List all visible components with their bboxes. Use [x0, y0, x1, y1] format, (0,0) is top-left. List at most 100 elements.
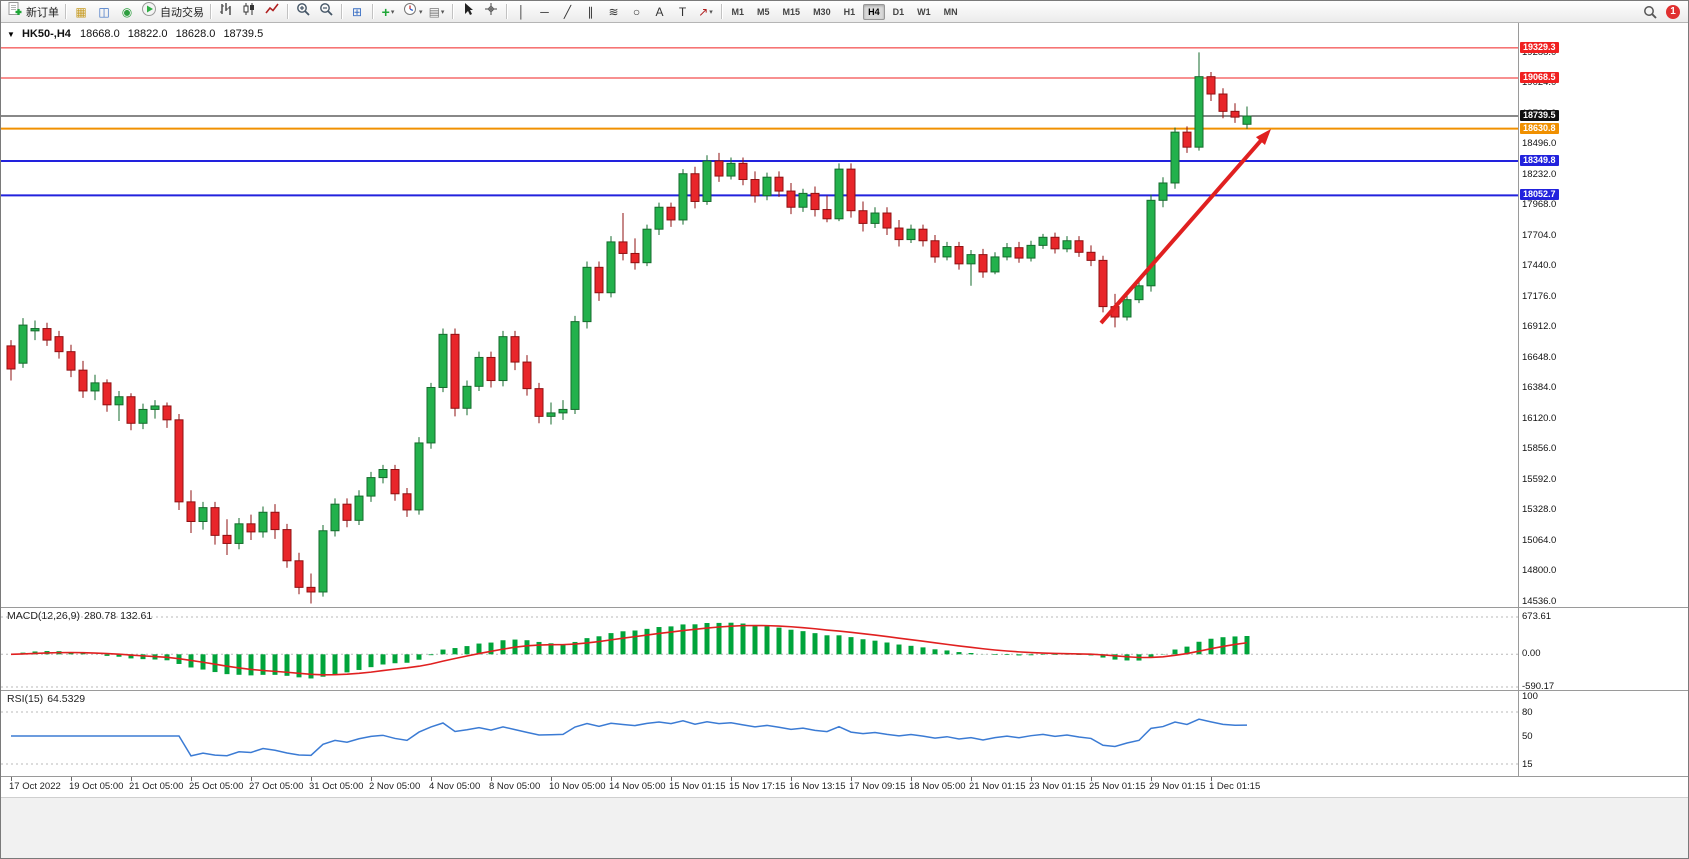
- panel-splitter[interactable]: [1, 690, 1688, 691]
- time-axis-tick: [731, 777, 732, 781]
- candle: [822, 209, 832, 220]
- candlestick-icon: [241, 1, 257, 22]
- candle: [162, 405, 172, 421]
- trend-arrow[interactable]: [1099, 136, 1265, 325]
- label-icon[interactable]: T: [672, 3, 694, 21]
- time-axis-label: 31 Oct 05:00: [309, 781, 364, 792]
- candle: [1194, 76, 1204, 148]
- candlestick-chart[interactable]: [1, 27, 1518, 607]
- candle: [198, 507, 208, 523]
- bar-low-value: 18628.0: [175, 28, 216, 40]
- time-axis-tick: [1211, 777, 1212, 781]
- new-chart-icon[interactable]: ▦: [70, 3, 92, 21]
- time-axis-label: 19 Oct 05:00: [69, 781, 124, 792]
- candle: [942, 246, 952, 258]
- candle: [618, 241, 628, 254]
- indicators-icon[interactable]: + ▾: [377, 3, 399, 21]
- search-button[interactable]: [1639, 3, 1661, 21]
- time-axis-label: 18 Nov 05:00: [909, 781, 966, 792]
- trendline-icon[interactable]: ╱: [557, 3, 579, 21]
- label-icon: T: [678, 4, 687, 19]
- price-tick-label: 15328.0: [1522, 504, 1557, 516]
- timeframe-m5[interactable]: M5: [757, 6, 770, 17]
- new-order-icon: [7, 1, 23, 22]
- candle: [42, 328, 52, 341]
- candle: [918, 228, 928, 242]
- vertical-line-icon: │: [517, 4, 526, 19]
- templates-icon[interactable]: ▤ ▾: [426, 3, 448, 21]
- fibonacci-icon[interactable]: ≋: [603, 3, 625, 21]
- cursor-icon: [460, 1, 476, 22]
- periods-icon[interactable]: ▾: [400, 3, 425, 21]
- horizontal-line-icon: ─: [540, 4, 549, 19]
- shapes-icon[interactable]: ○: [626, 3, 648, 21]
- horizontal-line-icon[interactable]: ─: [534, 3, 556, 21]
- time-axis-label: 17 Nov 09:15: [849, 781, 906, 792]
- tile-windows-icon[interactable]: ⊞: [346, 3, 368, 21]
- price-tick-label: 15592.0: [1522, 473, 1557, 485]
- autotrading-button[interactable]: 自动交易: [139, 2, 206, 21]
- timeframe-w1[interactable]: W1: [917, 6, 931, 17]
- bar-open-value: 18668.0: [79, 28, 120, 40]
- new-order-button[interactable]: 新订单: [5, 1, 61, 22]
- candle: [894, 227, 904, 241]
- candle: [486, 356, 496, 382]
- zoom-in-icon[interactable]: [292, 3, 314, 21]
- candle: [642, 228, 652, 264]
- candle: [1158, 182, 1168, 201]
- candle: [438, 333, 448, 388]
- autotrading-button-label: 自动交易: [160, 6, 204, 19]
- candlestick-icon[interactable]: [238, 3, 260, 21]
- candle: [546, 412, 556, 417]
- time-axis-label: 25 Oct 05:00: [189, 781, 244, 792]
- time-axis-label: 1 Dec 01:15: [1209, 781, 1261, 792]
- equidistant-channel-icon[interactable]: ∥: [580, 3, 602, 21]
- candle: [1206, 76, 1216, 95]
- time-axis-tick: [911, 777, 912, 781]
- toolbar-separator: [210, 4, 211, 19]
- toolbar-separator: [720, 4, 722, 19]
- macd-panel[interactable]: [1, 608, 1518, 690]
- cursor-icon[interactable]: [457, 3, 479, 21]
- fibonacci-icon: ≋: [608, 4, 619, 19]
- time-axis-label: 29 Nov 01:15: [1149, 781, 1206, 792]
- timeframe-mn[interactable]: MN: [943, 6, 958, 17]
- zoom-out-icon[interactable]: [315, 3, 337, 21]
- time-axis-label: 14 Nov 05:00: [609, 781, 666, 792]
- arrows-icon[interactable]: ↗ ▾: [695, 3, 717, 21]
- collapse-arrow-icon[interactable]: ▼: [7, 30, 15, 39]
- timeframe-m15[interactable]: M15: [782, 6, 801, 17]
- candle: [570, 321, 580, 410]
- text-icon[interactable]: A: [649, 3, 671, 21]
- candle: [858, 210, 868, 224]
- tile-windows-icon: ⊞: [351, 4, 363, 19]
- timeframe-h4[interactable]: H4: [863, 3, 885, 20]
- price-axis[interactable]: [1519, 23, 1688, 776]
- crosshair-icon[interactable]: [480, 3, 502, 21]
- profiles-icon[interactable]: ◫: [93, 3, 115, 21]
- line-chart-icon[interactable]: [261, 3, 283, 21]
- timeframe-h1[interactable]: H1: [843, 6, 856, 17]
- price-axis-border: [1518, 23, 1519, 776]
- panel-splitter[interactable]: [1, 607, 1688, 608]
- data-window-icon[interactable]: ◉: [116, 3, 138, 21]
- vertical-line-icon[interactable]: │: [511, 3, 533, 21]
- timeframe-m1[interactable]: M1: [731, 6, 745, 17]
- toolbar-separator: [505, 4, 507, 19]
- time-axis-label: 10 Nov 05:00: [549, 781, 606, 792]
- arrows-icon: ↗: [698, 4, 709, 19]
- timeframe-m30[interactable]: M30: [813, 6, 831, 17]
- notification-badge[interactable]: 1: [1666, 4, 1680, 19]
- candle: [1230, 110, 1240, 118]
- rsi-label: RSI(15) 64.5329: [7, 693, 86, 705]
- line-chart-icon: [264, 1, 280, 22]
- candle: [126, 396, 136, 424]
- timeframe-d1[interactable]: D1: [892, 6, 905, 17]
- candle: [990, 256, 1000, 273]
- price-tick-label: 14800.0: [1522, 565, 1557, 577]
- bar-chart-icon[interactable]: [215, 3, 237, 21]
- candle: [906, 228, 916, 241]
- time-axis-label: 8 Nov 05:00: [489, 781, 541, 792]
- rsi-panel[interactable]: [1, 691, 1518, 776]
- time-axis-tick: [851, 777, 852, 781]
